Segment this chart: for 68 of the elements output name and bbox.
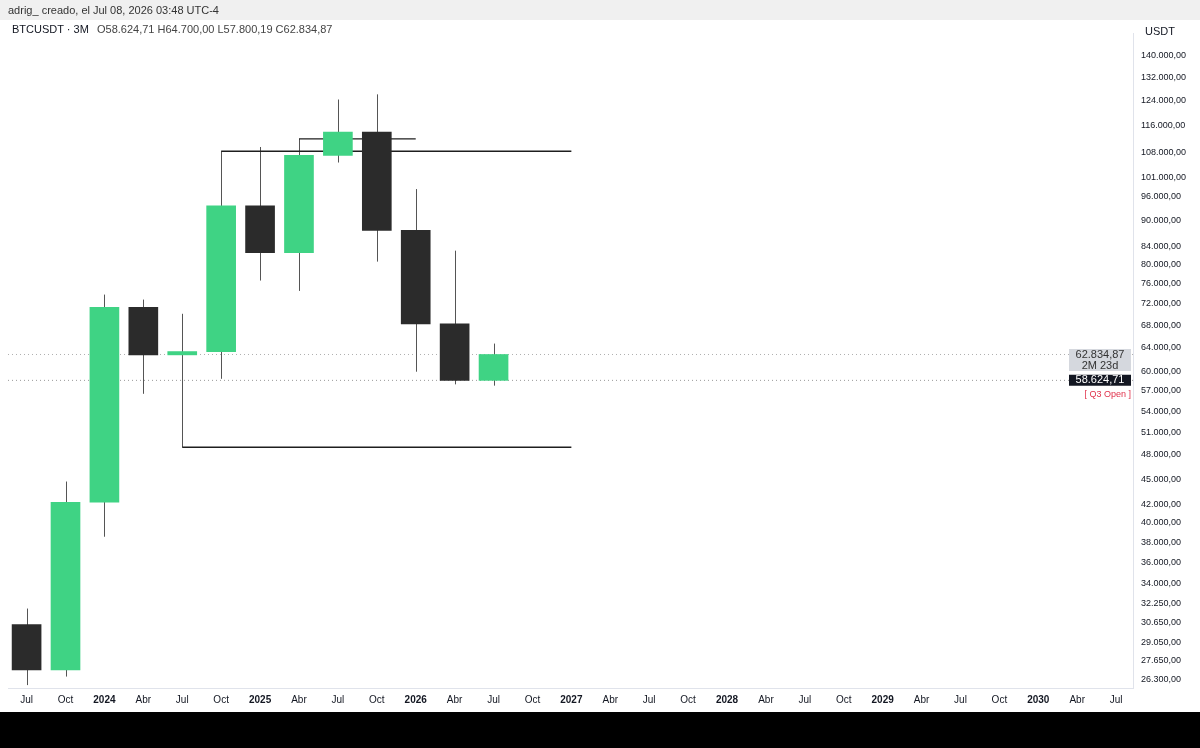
x-tick-label: Oct bbox=[991, 693, 1008, 705]
y-tick-label: 34.000,00 bbox=[1141, 578, 1182, 589]
x-tick-label: Jul bbox=[331, 693, 345, 705]
x-tick-label: 2028 bbox=[715, 693, 739, 705]
x-tick-label: 2029 bbox=[871, 693, 895, 705]
x-tick-label: Abr bbox=[291, 693, 308, 705]
y-tick-label: 68.000,00 bbox=[1141, 319, 1182, 330]
x-tick-label: Abr bbox=[135, 693, 152, 705]
ref-line-label: 58.624,71 bbox=[1075, 373, 1125, 386]
x-tick-label: Oct bbox=[369, 693, 385, 705]
y-tick-label: 124.000,00 bbox=[1141, 95, 1187, 106]
x-tick-label: Abr bbox=[758, 693, 775, 705]
y-tick-label: 26.300,00 bbox=[1141, 673, 1182, 684]
x-tick-label: 2024 bbox=[93, 693, 116, 705]
x-tick-label: Jul bbox=[175, 693, 189, 705]
x-tick-label: Jul bbox=[20, 693, 33, 705]
y-tick-label: 54.000,00 bbox=[1141, 405, 1182, 416]
y-axis-title: USDT bbox=[1145, 25, 1176, 38]
y-tick-label: 108.000,00 bbox=[1141, 146, 1187, 157]
x-tick-label: Oct bbox=[57, 693, 74, 705]
y-tick-label: 30.650,00 bbox=[1141, 616, 1182, 627]
y-tick-label: 27.650,00 bbox=[1141, 655, 1182, 666]
x-tick-label: Abr bbox=[446, 693, 464, 705]
text: adrig_ creado, el Jul 08, 2026 03:48 UTC-4 bbox=[0, 0, 1200, 20]
y-tick-label: 90.000,00 bbox=[1141, 214, 1182, 225]
chart-subtitle: O58.624,71 H64.700,00 L57.800,19 C62.834,87 bbox=[97, 23, 333, 36]
x-tick-label: Oct bbox=[680, 693, 697, 705]
x-tick-label: Abr bbox=[1069, 693, 1086, 705]
y-tick-label: 64.000,00 bbox=[1141, 342, 1182, 353]
y-tick-label: 132.000,00 bbox=[1141, 72, 1187, 83]
x-tick-label: 2025 bbox=[248, 693, 272, 705]
y-tick-label: 80.000,00 bbox=[1141, 258, 1182, 269]
x-tick-label: 2026 bbox=[404, 693, 428, 705]
x-tick-label: Jul bbox=[798, 693, 812, 705]
y-tick-label: 38.000,00 bbox=[1141, 536, 1182, 547]
annotation: [ Q3 Open ] bbox=[1084, 388, 1131, 399]
annotation: 2M 23d bbox=[1081, 358, 1119, 371]
y-tick-label: 84.000,00 bbox=[1141, 240, 1182, 251]
candlestick bbox=[167, 313, 198, 448]
y-tick-label: 29.050,00 bbox=[1141, 636, 1182, 647]
y-tick-label: 32.250,00 bbox=[1141, 597, 1182, 608]
y-tick-label: 140.000,00 bbox=[1141, 50, 1187, 61]
y-tick-label: 36.000,00 bbox=[1141, 556, 1182, 567]
x-tick-label: Oct bbox=[835, 693, 852, 705]
y-tick-label: 60.000,00 bbox=[1141, 366, 1182, 377]
x-tick-label: Oct bbox=[213, 693, 230, 705]
y-tick-label: 40.000,00 bbox=[1141, 517, 1182, 528]
y-tick-label: 72.000,00 bbox=[1141, 298, 1182, 309]
x-tick-label: Jul bbox=[487, 693, 500, 705]
y-tick-label: 101.000,00 bbox=[1141, 171, 1187, 182]
y-tick-label: 51.000,00 bbox=[1141, 426, 1182, 437]
y-tick-label: 57.000,00 bbox=[1141, 385, 1182, 396]
x-tick-label: Jul bbox=[642, 693, 656, 705]
ref-line-label: 62.834,87 bbox=[1075, 347, 1125, 360]
x-tick-label: Jul bbox=[1109, 693, 1123, 705]
chart-title: BTCUSDT · 3M bbox=[12, 23, 89, 36]
x-tick-label: Jul bbox=[954, 693, 967, 705]
x-tick-label: Oct bbox=[524, 693, 541, 705]
y-tick-label: 116.000,00 bbox=[1141, 120, 1186, 131]
y-tick-label: 96.000,00 bbox=[1141, 190, 1182, 201]
x-tick-label: Abr bbox=[602, 693, 619, 705]
x-tick-label: 2030 bbox=[1027, 693, 1050, 705]
x-tick-label: 2027 bbox=[560, 693, 583, 705]
y-tick-label: 42.000,00 bbox=[1141, 499, 1182, 510]
y-tick-label: 45.000,00 bbox=[1141, 473, 1182, 484]
y-tick-label: 48.000,00 bbox=[1141, 449, 1182, 460]
x-tick-label: Abr bbox=[913, 693, 931, 705]
y-tick-label: 76.000,00 bbox=[1141, 278, 1182, 289]
